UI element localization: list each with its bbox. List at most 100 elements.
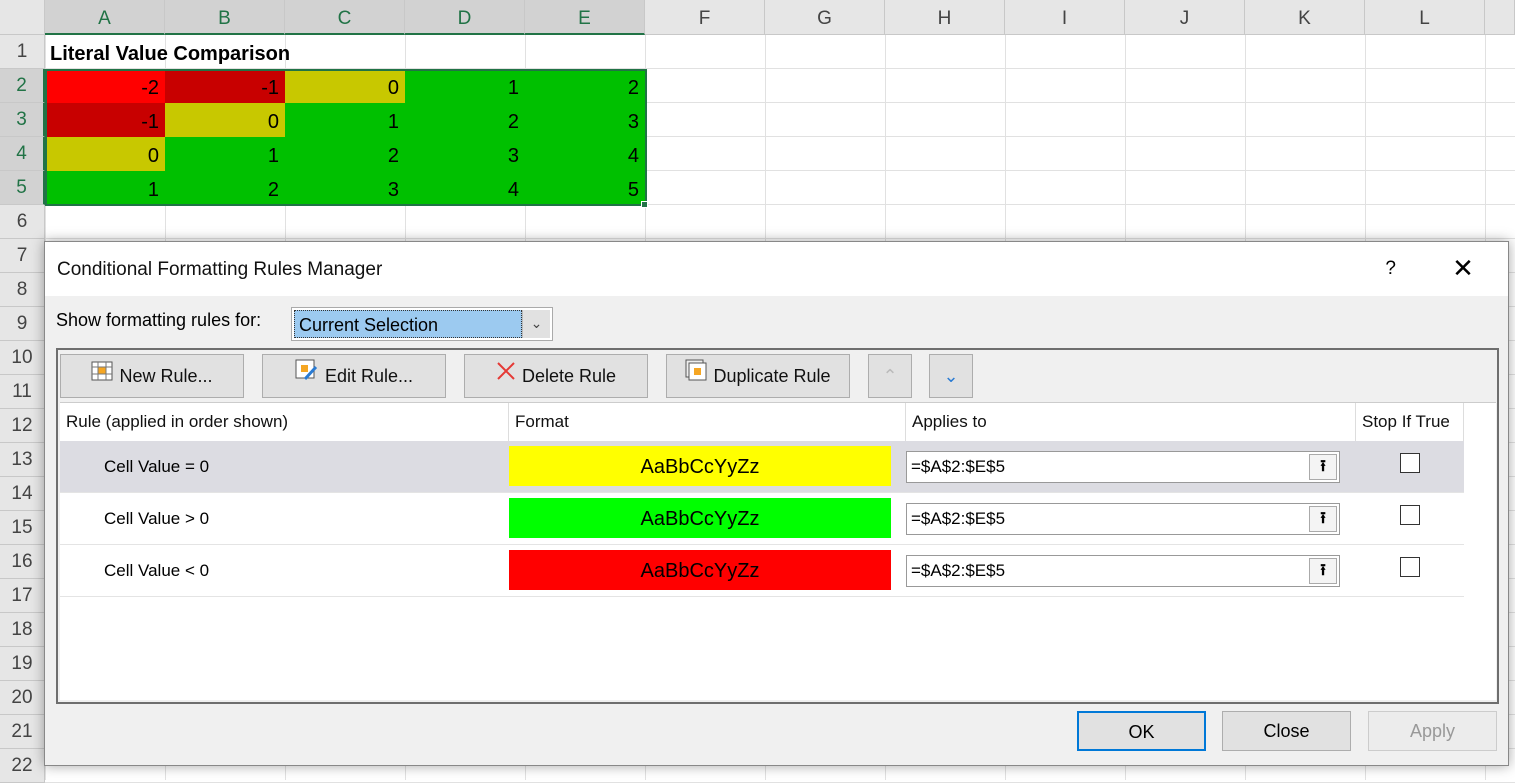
rule-row[interactable]: Cell Value = 0 AaBbCcYyZz =$A$2:$E$5 ⭱ [60,441,1464,493]
column-header-H[interactable]: H [885,0,1005,35]
column-header-I[interactable]: I [1005,0,1125,35]
row-header-7[interactable]: 7 [0,239,45,273]
gridline [45,204,1515,205]
sheet-title-cell[interactable]: Literal Value Comparison [50,43,291,65]
column-header-B[interactable]: B [165,0,285,35]
row-header-3[interactable]: 3 [0,103,45,137]
column-header-G[interactable]: G [765,0,885,35]
stop-if-true-checkbox[interactable] [1400,505,1420,525]
row-header-22[interactable]: 22 [0,749,45,783]
cell-A2[interactable]: -2 [45,69,165,103]
delete-x-icon [496,354,516,396]
new-rule-icon [91,354,113,396]
show-rules-dropdown[interactable]: Current Selection ⌄ [291,307,553,341]
cell-C3[interactable]: 1 [285,103,405,137]
row-header-15[interactable]: 15 [0,511,45,545]
chevron-down-icon[interactable]: ⌄ [522,310,550,338]
rule-row[interactable]: Cell Value < 0 AaBbCcYyZz =$A$2:$E$5 ⭱ [60,545,1464,597]
column-header-J[interactable]: J [1125,0,1245,35]
row-header-17[interactable]: 17 [0,579,45,613]
close-button[interactable]: Close [1222,711,1351,751]
cell-A3[interactable]: -1 [45,103,165,137]
header-applies-to: Applies to [906,403,1356,441]
row-header-4[interactable]: 4 [0,137,45,171]
row-header-1[interactable]: 1 [0,35,45,69]
row-header-20[interactable]: 20 [0,681,45,715]
cell-B5[interactable]: 2 [165,171,285,205]
collapse-range-icon[interactable]: ⭱ [1309,506,1337,532]
rule-row[interactable]: Cell Value > 0 AaBbCcYyZz =$A$2:$E$5 ⭱ [60,493,1464,545]
select-all-corner[interactable] [0,0,45,35]
column-header-K[interactable]: K [1245,0,1365,35]
column-header-A[interactable]: A [45,0,165,35]
row-header-16[interactable]: 16 [0,545,45,579]
cell-E4[interactable]: 4 [525,137,645,171]
cell-B2[interactable]: -1 [165,69,285,103]
fill-handle[interactable] [641,201,648,208]
column-header[interactable] [1485,0,1515,35]
ok-button[interactable]: OK [1077,711,1206,751]
row-header-12[interactable]: 12 [0,409,45,443]
row-header-5[interactable]: 5 [0,171,45,205]
applies-to-input[interactable]: =$A$2:$E$5 ⭱ [906,503,1340,535]
move-down-button[interactable]: ⌄ [929,354,973,398]
cell-B3[interactable]: 0 [165,103,285,137]
stop-if-true-checkbox[interactable] [1400,557,1420,577]
collapse-range-icon[interactable]: ⭱ [1309,558,1337,584]
applies-to-input[interactable]: =$A$2:$E$5 ⭱ [906,555,1340,587]
row-header-21[interactable]: 21 [0,715,45,749]
cell-C4[interactable]: 2 [285,137,405,171]
cell-A5[interactable]: 1 [45,171,165,205]
dropdown-value: Current Selection [294,310,522,338]
row-header-6[interactable]: 6 [0,205,45,239]
row-header-11[interactable]: 11 [0,375,45,409]
cell-A4[interactable]: 0 [45,137,165,171]
column-header-D[interactable]: D [405,0,525,35]
cell-E2[interactable]: 2 [525,69,645,103]
dialog-title: Conditional Formatting Rules Manager [45,242,1508,296]
row-header-2[interactable]: 2 [0,69,45,103]
collapse-range-icon[interactable]: ⭱ [1309,454,1337,480]
apply-button[interactable]: Apply [1368,711,1497,751]
rule-description: Cell Value < 0 [104,561,210,580]
edit-rule-button[interactable]: Edit Rule... [262,354,446,398]
cell-E3[interactable]: 3 [525,103,645,137]
conditional-formatting-dialog: Conditional Formatting Rules Manager ? ✕… [44,241,1509,766]
duplicate-rule-button[interactable]: Duplicate Rule [666,354,850,398]
move-up-button[interactable]: ⌃ [868,354,912,398]
gridline [45,68,1515,69]
column-header-L[interactable]: L [1365,0,1485,35]
cell-D3[interactable]: 2 [405,103,525,137]
duplicate-rule-icon [685,354,707,396]
new-rule-button[interactable]: New Rule... [60,354,244,398]
rule-description: Cell Value = 0 [104,457,210,476]
cell-C5[interactable]: 3 [285,171,405,205]
column-header-F[interactable]: F [645,0,765,35]
row-header-9[interactable]: 9 [0,307,45,341]
row-header-14[interactable]: 14 [0,477,45,511]
help-button[interactable]: ? [1385,258,1396,279]
applies-to-input[interactable]: =$A$2:$E$5 ⭱ [906,451,1340,483]
row-header-10[interactable]: 10 [0,341,45,375]
cell-B4[interactable]: 1 [165,137,285,171]
gridline [45,238,1515,239]
cell-E5[interactable]: 5 [525,171,645,205]
cell-D4[interactable]: 3 [405,137,525,171]
gridline [45,102,1515,103]
cell-D2[interactable]: 1 [405,69,525,103]
rule-description: Cell Value > 0 [104,509,210,528]
close-icon[interactable]: ✕ [1452,253,1474,283]
row-header-13[interactable]: 13 [0,443,45,477]
delete-rule-button[interactable]: Delete Rule [464,354,648,398]
rules-panel: New Rule... Edit Rule... Delete Rule Dup… [56,348,1499,704]
row-header-19[interactable]: 19 [0,647,45,681]
row-header-18[interactable]: 18 [0,613,45,647]
row-header-8[interactable]: 8 [0,273,45,307]
cell-D5[interactable]: 4 [405,171,525,205]
header-stop-if-true: Stop If True [1356,403,1464,441]
cell-C2[interactable]: 0 [285,69,405,103]
column-header-C[interactable]: C [285,0,405,35]
format-preview: AaBbCcYyZz [509,446,891,486]
column-header-E[interactable]: E [525,0,645,35]
stop-if-true-checkbox[interactable] [1400,453,1420,473]
